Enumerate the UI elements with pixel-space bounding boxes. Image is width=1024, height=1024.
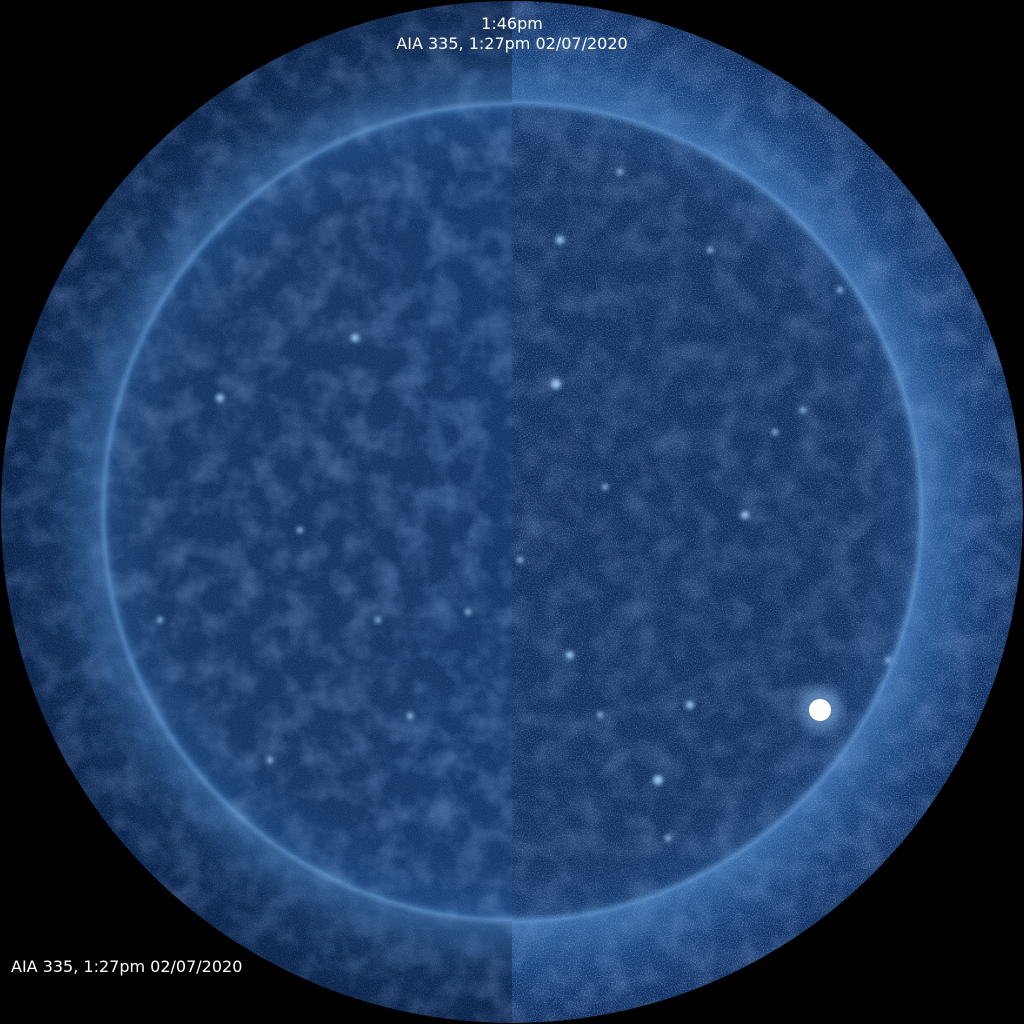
footer-instrument-label: AIA 335, 1:27pm 02/07/2020	[11, 957, 243, 976]
capture-time-label: 1:46pm	[481, 14, 543, 33]
header-caption: 1:46pm AIA 335, 1:27pm 02/07/2020	[0, 14, 1024, 54]
instrument-label: AIA 335, 1:27pm 02/07/2020	[396, 34, 628, 53]
